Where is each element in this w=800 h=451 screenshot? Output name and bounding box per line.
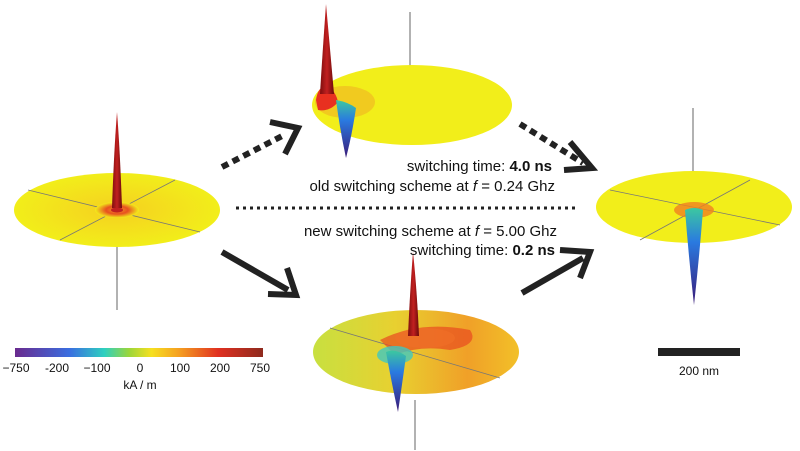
colorbar-tick: -200 — [44, 361, 70, 375]
colorbar-tick: −100 — [83, 361, 111, 375]
new-scheme-frequency: new switching scheme at f = 5.00 Ghz — [303, 223, 557, 240]
new-scheme-switching-time: switching time: 0.2 ns — [409, 242, 555, 259]
final-state-disk — [596, 108, 792, 305]
colorbar-unit-label: kA / m — [123, 378, 157, 392]
new-scheme-intermediate-disk — [313, 252, 519, 450]
old-scheme-switching-time: switching time: 4.0 ns — [406, 158, 552, 175]
solid-arrow-new-scheme-step2 — [520, 247, 595, 296]
colorbar — [15, 348, 263, 357]
colorbar-tick: 200 — [209, 361, 231, 375]
dotted-arrow-old-scheme-step1 — [220, 119, 303, 170]
colorbar-tick: 750 — [249, 361, 271, 375]
colorbar-tick: 0 — [136, 361, 144, 375]
dotted-arrow-old-scheme-step2 — [518, 121, 599, 173]
initial-state-disk — [14, 112, 220, 310]
colorbar-tick: −750 — [2, 361, 30, 375]
old-scheme-frequency: old switching scheme at f = 0.24 Ghz — [309, 178, 555, 195]
solid-arrow-new-scheme-step1 — [220, 249, 301, 299]
colorbar-tick: 100 — [169, 361, 191, 375]
old-scheme-intermediate-disk — [312, 4, 512, 158]
scale-bar-label: 200 nm — [678, 364, 720, 378]
scale-bar — [658, 348, 740, 356]
